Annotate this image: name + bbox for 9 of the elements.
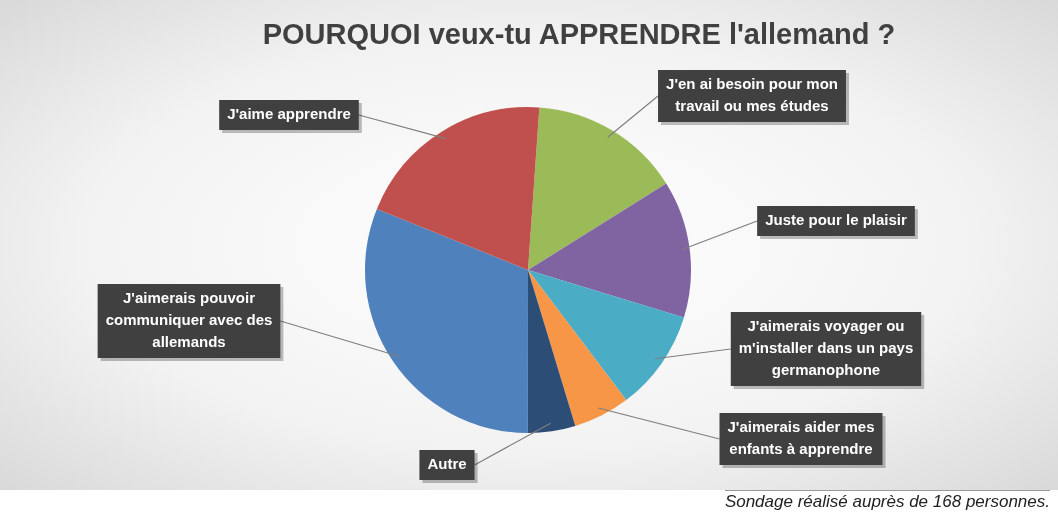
slice-label: Autre [427,455,467,473]
slice-label: J'aimerais aider mes enfants à apprendre [727,418,875,458]
chart-title: POURQUOI veux-tu APPRENDRE l'allemand ? [261,18,897,51]
slice-label: J'en ai besoin pour mon travail ou mes études [666,75,838,115]
slice-label: J'aime apprendre [227,105,351,123]
slice-label: Juste pour le plaisir [765,211,908,229]
slice-label: J'aimerais voyager ou m'installer dans un pays germanophone [738,317,914,379]
slice-label: J'aimerais pouvoir communiquer avec des allemands [105,289,273,351]
text: Sondage réalisé auprès de 168 personnes. [724,490,1050,512]
